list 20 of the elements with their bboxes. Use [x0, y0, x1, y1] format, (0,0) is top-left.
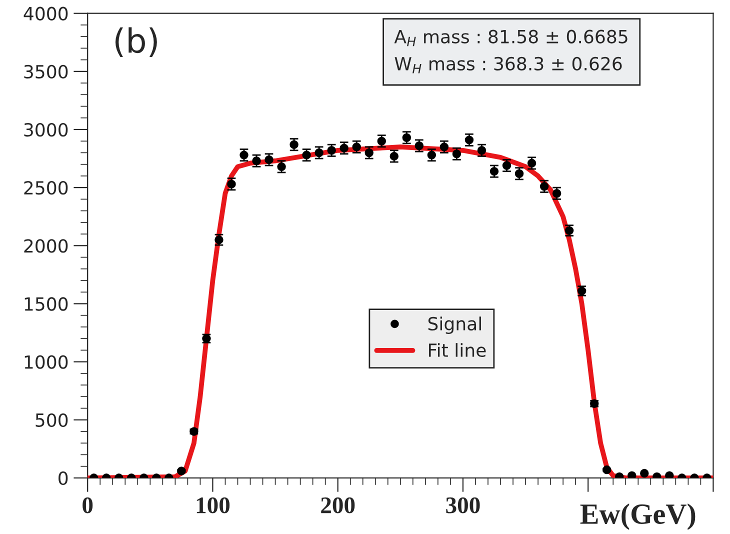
y-tick-label: 1500 [24, 297, 68, 311]
x-axis-title: Ew(GeV) [580, 503, 696, 530]
legend-label: Fit line [428, 343, 486, 358]
annotation: A$_{H}$ mass : 81.58 ± 0.6685 W$_{H}$ mass : 368.3 ± 0.626 [394, 30, 628, 74]
x-tick-label: 0 [82, 497, 93, 514]
legend-label: Signal [428, 316, 481, 334]
point [628, 471, 636, 478]
annotation: (b) [115, 27, 157, 58]
y-tick-label: 3500 [24, 64, 68, 79]
x-tick-label: 300 [446, 497, 480, 514]
point [665, 471, 674, 478]
y-tick-label: 1000 [24, 355, 68, 369]
y-tick-label: 3000 [24, 122, 68, 137]
y-tick-label: 0 [58, 471, 68, 486]
x-tick-label: 100 [196, 497, 230, 514]
y-tick-label: 500 [36, 413, 68, 427]
x-tick-label: 200 [321, 497, 355, 514]
y-tick-label: 4000 [24, 6, 68, 20]
y-tick-label: 2500 [24, 181, 68, 195]
y-tick-label: 2000 [24, 239, 68, 253]
